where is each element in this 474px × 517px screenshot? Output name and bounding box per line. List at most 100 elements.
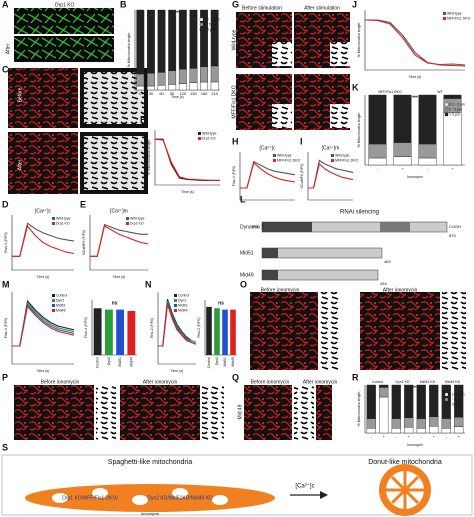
- y-label: Fluo-4 (F/F0): [84, 317, 88, 337]
- legend-swatch: [198, 137, 201, 140]
- x-tick-label: 120: [179, 91, 186, 96]
- legend-swatch: [52, 304, 55, 307]
- series-line: [365, 19, 466, 67]
- panel-letter: A: [2, 0, 9, 9]
- series-line: [308, 162, 354, 189]
- legend-label: 2 - 5 μm: [204, 22, 217, 26]
- bar-segment: [178, 83, 187, 91]
- legend-label: Dyn2: [56, 298, 64, 302]
- x-label: Time (s): [181, 190, 194, 194]
- chart-title: [Ca²⁺]m: [110, 208, 128, 214]
- bar-segment: [443, 112, 462, 166]
- series-line: [12, 305, 75, 347]
- legend-label: 2 - 5 μm: [449, 397, 462, 401]
- legend-label: > 5 μm: [449, 112, 460, 116]
- chart-title: [Ca²⁺]c: [35, 208, 51, 214]
- label: MFF/Fis1 DKO: [231, 85, 237, 118]
- bar: [104, 309, 113, 355]
- x-tick-label: 0: [139, 91, 142, 96]
- bar-segment: [454, 416, 464, 427]
- legend-swatch: [52, 294, 55, 297]
- bar-segment: [366, 418, 376, 429]
- x-tick-label: Mid49: [129, 357, 133, 367]
- label: After ionomycin: [383, 287, 418, 293]
- bar-segment: [178, 9, 187, 70]
- x-tick-label: 150: [190, 91, 197, 96]
- y-label: GCaMP6 (F/F0): [300, 164, 304, 189]
- label: [Ca²⁺]c: [295, 483, 314, 490]
- panel-letter: H: [232, 136, 239, 146]
- x-tick-label: +: [383, 434, 386, 439]
- legend-label: Drp1 KO: [130, 221, 144, 225]
- bar-segment: [393, 94, 412, 143]
- panel-letter: C: [2, 64, 9, 74]
- panel-letter: I: [300, 136, 303, 146]
- panel-letter: B: [120, 0, 127, 9]
- bar-segment: [391, 384, 401, 419]
- bar-segment: [429, 384, 439, 417]
- bar-segment: [379, 384, 389, 388]
- legend-label: Mid51: [56, 303, 66, 307]
- x-label: Time (s): [113, 275, 126, 279]
- bar: [116, 309, 125, 355]
- group-label: MFF/Fis1 DKO: [378, 90, 402, 94]
- bar-segment: [368, 143, 387, 159]
- bar-segment: [454, 426, 464, 434]
- label: Wild-type: [231, 29, 237, 50]
- x-tick-label: 210: [211, 91, 218, 96]
- chart-title: [Ca²⁺]m: [322, 145, 340, 151]
- protein-schematic: [261, 221, 448, 281]
- legend-label: Control: [178, 293, 190, 297]
- legend-swatch: [273, 159, 276, 162]
- x-tick-label: 60: [159, 91, 164, 96]
- bar-segment: [418, 143, 437, 159]
- legend-swatch: [52, 217, 55, 220]
- panel-letter: S: [2, 442, 8, 452]
- bar-segment: [147, 72, 155, 87]
- bar-segment: [200, 81, 208, 91]
- bar-segment: [168, 9, 177, 71]
- x-tick-label: -: [427, 166, 429, 171]
- legend-swatch: [273, 154, 276, 157]
- axis: [154, 130, 220, 186]
- x-tick-label: +: [401, 166, 404, 171]
- group-label: Mid49 KD: [445, 380, 461, 384]
- x-label: Time (s): [409, 75, 422, 79]
- legend-swatch: [174, 309, 177, 312]
- x-label: Time (s): [171, 369, 184, 373]
- legend-swatch: [199, 27, 204, 32]
- label: RNAi silencing: [340, 210, 379, 216]
- annotation: ***: [175, 10, 181, 16]
- bar-segment: [416, 384, 426, 419]
- panel-letter: O: [240, 279, 247, 289]
- x-tick-label: -: [396, 434, 398, 439]
- label: Donut-like mitochondria: [368, 459, 442, 466]
- label: 870: [449, 233, 456, 238]
- legend-label: 0.2 - 2 μm: [449, 392, 465, 396]
- x-tick-label: -: [421, 434, 423, 439]
- legend-label: MFF/Fis1 DKO: [335, 158, 359, 162]
- label: 454: [380, 281, 387, 286]
- legend-swatch: [126, 222, 129, 225]
- legend-label: > 5 μm: [204, 27, 215, 31]
- axis: [89, 215, 148, 271]
- x-tick-label: +: [408, 434, 411, 439]
- bar-segment: [418, 157, 437, 166]
- panel-letter: P: [2, 372, 8, 382]
- bar-segment: [429, 416, 439, 427]
- bar: [214, 308, 220, 355]
- label: Before: [17, 87, 23, 102]
- legend-swatch: [198, 132, 201, 135]
- axis: [239, 152, 295, 201]
- panel-letter: K: [352, 82, 359, 92]
- label: Before: [5, 14, 11, 29]
- legend-swatch: [126, 217, 129, 220]
- label: Spaghetti-like mitochondria: [108, 459, 193, 466]
- bar-segment: [404, 417, 414, 428]
- annotation: ***: [412, 385, 418, 391]
- legend-swatch: [444, 107, 449, 112]
- legend-swatch: [174, 294, 177, 297]
- x-tick-label: 30: [149, 91, 154, 96]
- x-tick-label: Dyn2: [215, 357, 219, 365]
